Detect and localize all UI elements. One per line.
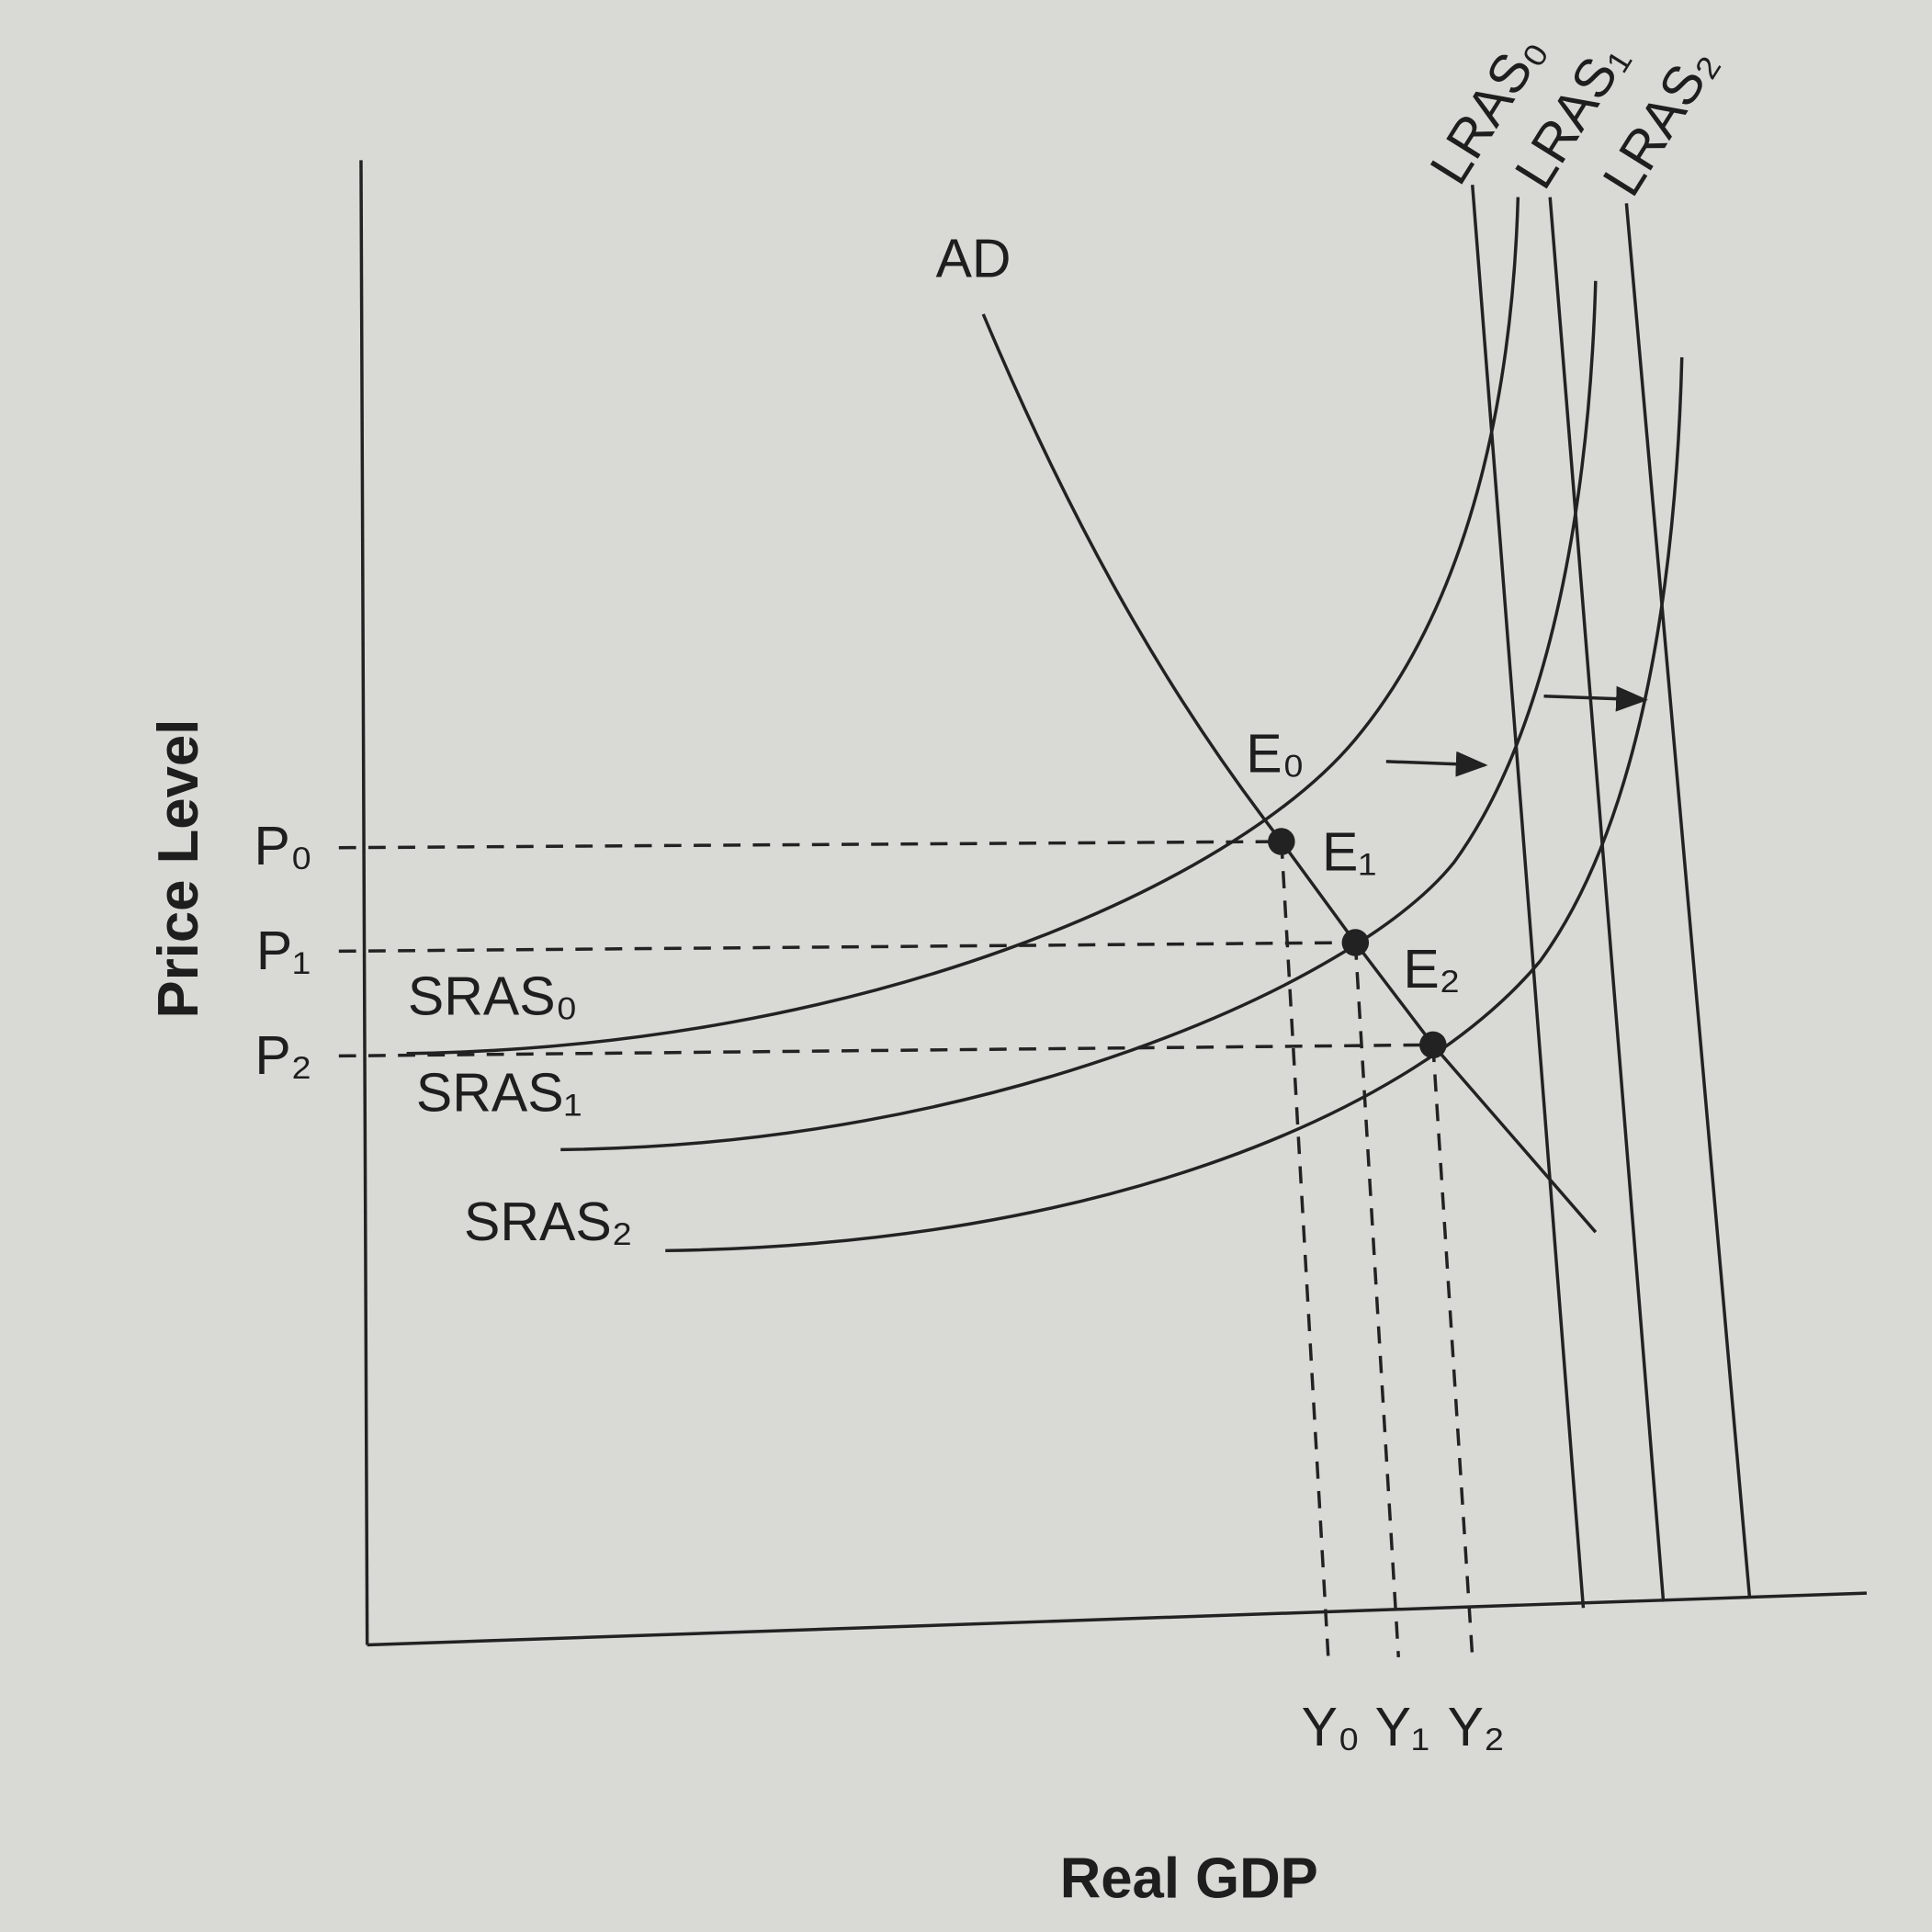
p1-guide (338, 941, 1356, 954)
y1-label: Y₁ (1375, 1697, 1429, 1757)
x-axis (367, 1591, 1867, 1647)
y2-label: Y₂ (1448, 1697, 1505, 1757)
y2-guide (1431, 1045, 1474, 1658)
sras2-label: SRAS₂ (464, 1192, 633, 1252)
p2-label: P₂ (254, 1025, 311, 1086)
y0-guide (1280, 841, 1330, 1658)
p0-label: P₀ (254, 816, 313, 876)
shift-arrow (1543, 685, 1648, 712)
x-axis-label: Real GDP (1060, 1847, 1318, 1911)
shift-arrow (1385, 751, 1488, 777)
e2-point (1419, 1031, 1447, 1059)
ad-curve (981, 313, 1598, 1234)
e0-point (1268, 828, 1295, 855)
p1-label: P₁ (256, 921, 311, 981)
e0-label: E₀ (1246, 723, 1305, 784)
y-axis-label: Price Level (147, 719, 210, 1019)
sras1-curve (560, 280, 1598, 1152)
ad-label: AD (936, 228, 1011, 288)
y1-guide (1353, 942, 1401, 1658)
e1-label: E₁ (1322, 822, 1376, 883)
e2-label: E₂ (1403, 939, 1460, 1000)
lras2-curve (1624, 203, 1752, 1599)
p2-guide (338, 1043, 1433, 1058)
sras1-label: SRAS₁ (416, 1062, 582, 1123)
p0-guide (338, 840, 1282, 850)
lras0-curve (1470, 185, 1586, 1609)
lras1-curve (1548, 197, 1666, 1602)
sras0-curve (406, 197, 1520, 1056)
y-axis (359, 160, 369, 1645)
sras2-curve (665, 356, 1684, 1253)
sras0-label: SRAS₀ (408, 966, 578, 1027)
e1-point (1341, 929, 1370, 956)
y0-label: Y₀ (1302, 1697, 1361, 1757)
